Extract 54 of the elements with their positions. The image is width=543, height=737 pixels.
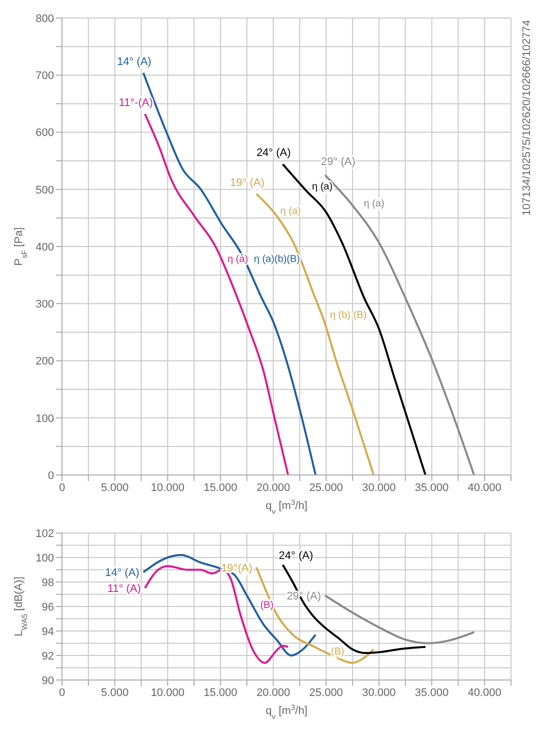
x-tick-label: 35.000 xyxy=(414,482,449,494)
x-axis-title: q$_{v}$ [m$^{3}$/h] xyxy=(266,498,308,516)
series-label: 19° (A) xyxy=(230,176,264,189)
x-tick-label: 5.000 xyxy=(101,686,129,699)
series-label: 24° (A) xyxy=(278,550,314,562)
y-tick-label: 100 xyxy=(36,552,54,564)
y-tick-label: 94 xyxy=(42,626,54,638)
annotation: η (a) xyxy=(312,182,333,193)
x-tick-label: 25.000 xyxy=(309,686,343,699)
x-tick-label: 10.000 xyxy=(150,686,184,699)
series-label: 29° (A) xyxy=(321,156,356,168)
annotation: η (a)(b)(B) xyxy=(254,254,300,266)
annotation: η (b) (B) xyxy=(330,310,367,322)
annotation: (B) xyxy=(331,646,344,658)
y-tick-label: 600 xyxy=(36,127,54,140)
y-tick-label: 102 xyxy=(36,528,54,540)
x-tick-label: 40.000 xyxy=(468,482,502,494)
y-tick-label: 700 xyxy=(36,70,54,82)
x-tick-label: 25.000 xyxy=(309,482,343,494)
x-tick-label: 5.000 xyxy=(101,482,129,494)
y-tick-label: 500 xyxy=(36,184,54,196)
x-tick-label: 15.000 xyxy=(204,686,238,699)
y-tick-label: 90 xyxy=(42,674,54,687)
series-label: 24° (A) xyxy=(256,147,291,160)
series-label: 11°-(A) xyxy=(118,96,153,109)
series-label: 14° (A) xyxy=(116,56,152,68)
x-tick-label: 10.000 xyxy=(150,482,184,494)
x-tick-label: 35.000 xyxy=(414,686,449,699)
x-tick-label: 30.000 xyxy=(362,482,396,494)
annotation: η (a) xyxy=(280,206,301,218)
y-tick-label: 96 xyxy=(42,601,54,614)
x-axis-title: q$_{v}$ [m$^{3}$/h] xyxy=(266,702,308,720)
y-tick-label: 92 xyxy=(42,650,54,662)
y-tick-label: 98 xyxy=(42,576,54,589)
y-tick-label: 0 xyxy=(48,470,54,482)
y-tick-label: 200 xyxy=(36,356,54,368)
x-tick-label: 40.000 xyxy=(468,686,502,699)
text: 107134/102575/102620/102666/102774 xyxy=(521,20,533,216)
series-label: 19°(A) xyxy=(221,562,252,574)
y-tick-label: 100 xyxy=(36,412,54,425)
series-label: 11° (A) xyxy=(107,583,141,596)
y-tick-label: 300 xyxy=(36,298,54,311)
x-tick-label: 30.000 xyxy=(362,686,396,699)
x-tick-label: 20.000 xyxy=(256,686,290,699)
y-tick-label: 400 xyxy=(36,241,54,254)
x-tick-label: 20.000 xyxy=(256,482,290,494)
line-series xyxy=(324,594,476,644)
x-tick-label: 0 xyxy=(58,482,66,494)
y-tick-label: 800 xyxy=(36,12,54,25)
annotation: η (a) xyxy=(364,198,384,210)
x-tick-label: 15.000 xyxy=(204,482,238,494)
x-tick-label: 0 xyxy=(58,686,66,699)
series-label: 14° (A) xyxy=(104,567,140,580)
line-series xyxy=(255,566,375,664)
